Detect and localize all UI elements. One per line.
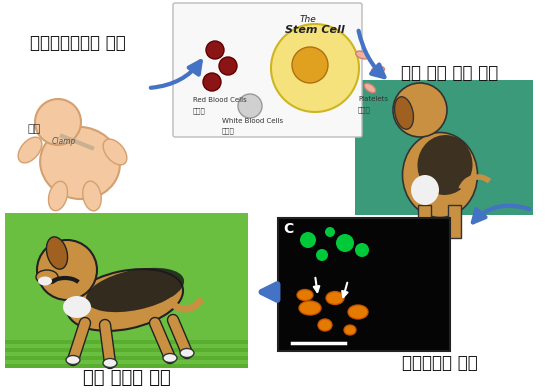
Ellipse shape [364,83,376,93]
Circle shape [35,99,81,145]
Ellipse shape [348,305,368,319]
Ellipse shape [82,181,101,211]
Text: 운동 기능의 회복: 운동 기능의 회복 [83,369,171,387]
Text: 적혈구: 적혈구 [193,107,206,114]
Bar [355,80,533,215]
Bar [5,340,248,344]
Ellipse shape [103,139,127,165]
Ellipse shape [40,127,120,199]
Bar [5,364,248,368]
Bar [418,205,431,238]
Bar [278,218,450,351]
Text: 제대혈줄기세포 채취: 제대혈줄기세포 채취 [30,34,126,52]
Circle shape [336,234,354,252]
Text: Red Blood Cells: Red Blood Cells [193,97,247,103]
Ellipse shape [67,269,183,331]
Text: Platelets: Platelets [358,96,388,102]
Circle shape [203,73,221,91]
Text: 척수 손상 개에 이식: 척수 손상 개에 이식 [402,64,499,82]
Ellipse shape [326,292,344,305]
Ellipse shape [297,290,313,301]
Ellipse shape [46,237,68,269]
Ellipse shape [36,270,58,284]
Ellipse shape [38,276,52,285]
Ellipse shape [318,319,332,331]
Ellipse shape [163,354,177,363]
Text: 신경세포로 분화: 신경세포로 분화 [402,354,478,372]
Ellipse shape [180,348,194,358]
Ellipse shape [86,268,184,312]
Text: The: The [300,15,316,24]
Ellipse shape [66,356,80,365]
Circle shape [271,24,359,112]
Bar [448,205,461,238]
Circle shape [219,57,237,75]
Bar [5,213,248,368]
Circle shape [292,47,328,83]
Circle shape [300,232,316,248]
Text: 혈소판: 혈소판 [358,106,371,113]
Ellipse shape [344,325,356,335]
Text: C: C [283,222,293,236]
Circle shape [325,227,335,237]
Ellipse shape [411,175,439,205]
Ellipse shape [356,51,368,59]
Circle shape [316,249,328,261]
Bar [5,356,248,360]
Text: 탯줄: 탯줄 [28,124,41,134]
FancyBboxPatch shape [173,3,362,137]
Ellipse shape [394,97,414,129]
Circle shape [37,240,97,300]
Text: Stem Cell: Stem Cell [285,25,345,35]
Ellipse shape [417,135,472,195]
Bar [5,348,248,352]
Ellipse shape [18,137,42,163]
Text: White Blood Cells: White Blood Cells [222,118,283,124]
Ellipse shape [103,359,117,368]
Circle shape [206,41,224,59]
Ellipse shape [63,296,91,318]
Ellipse shape [48,181,68,211]
Ellipse shape [403,132,477,218]
Circle shape [238,94,262,118]
Ellipse shape [372,66,384,74]
Text: 백혈구: 백혈구 [222,127,235,134]
Circle shape [393,83,447,137]
Circle shape [355,243,369,257]
Ellipse shape [299,301,321,315]
Text: Clamp: Clamp [52,137,76,146]
